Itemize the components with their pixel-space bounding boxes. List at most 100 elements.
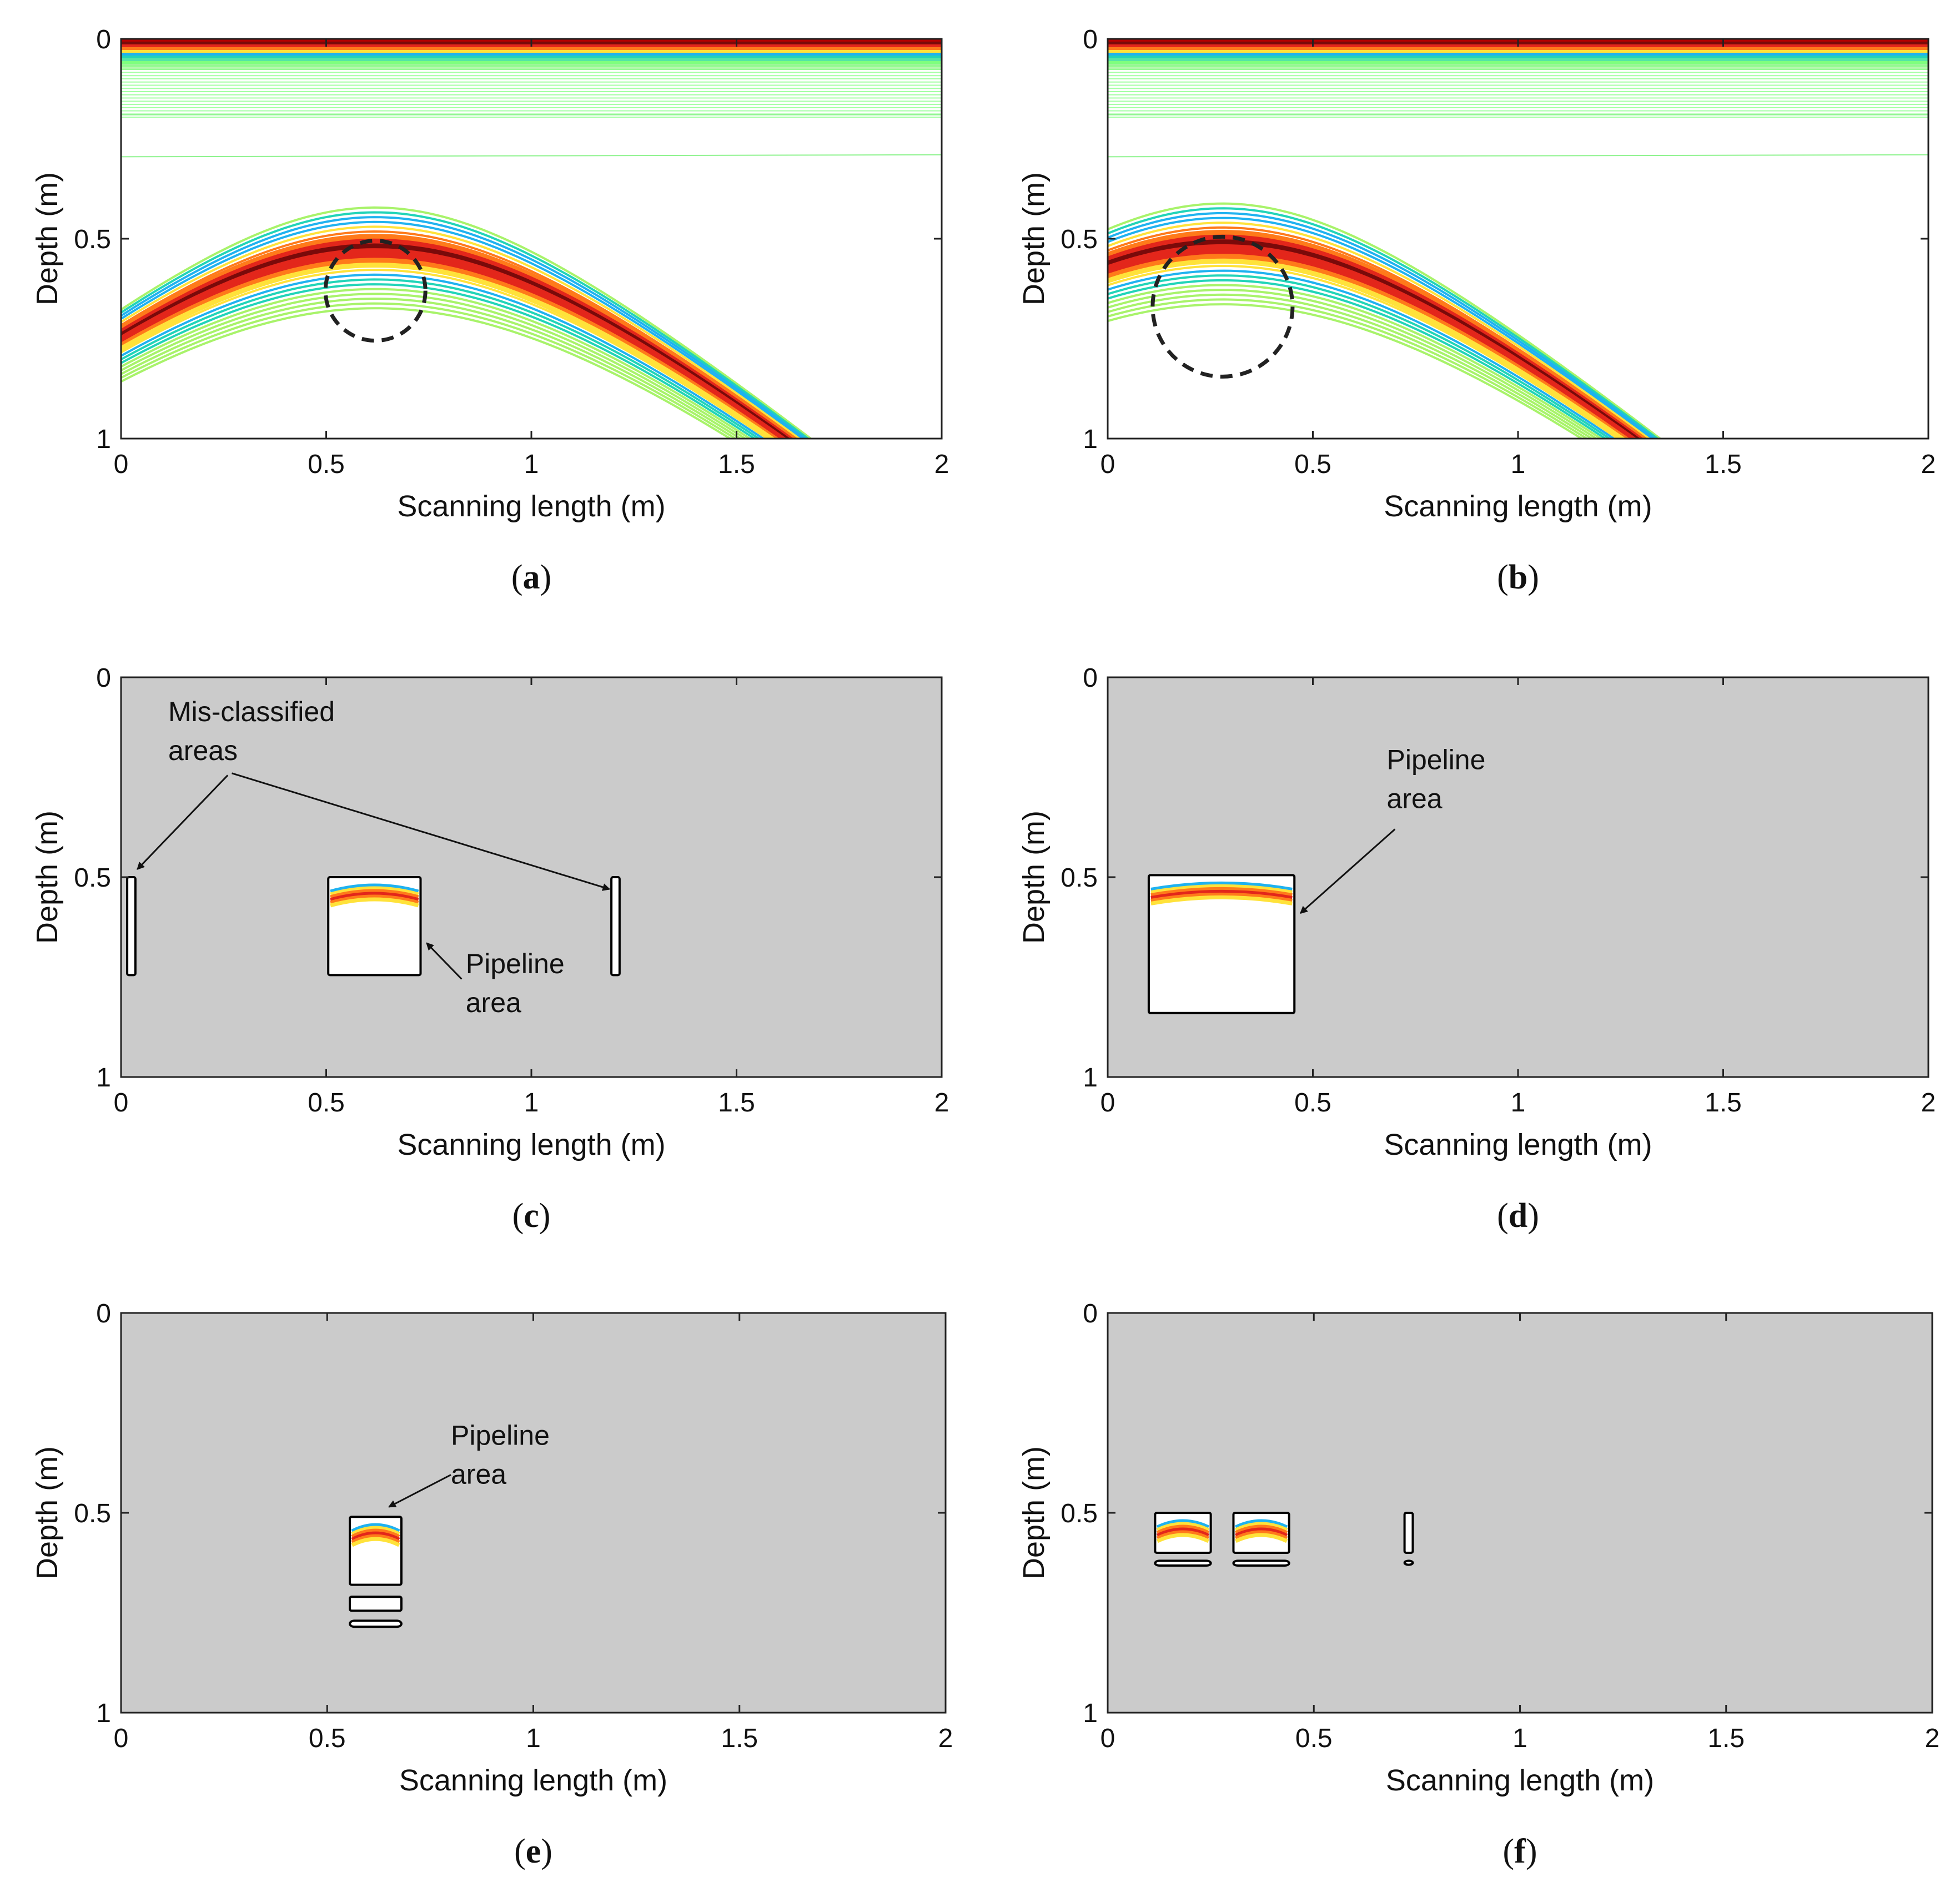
hyperbola-contour — [1108, 212, 1657, 439]
y-tick-label: 1 — [1083, 1699, 1098, 1728]
x-tick-label: 1 — [1511, 450, 1526, 479]
hyperbola-contour — [121, 234, 797, 439]
hyperbola-contour — [1108, 298, 1589, 439]
hyperbola-contour — [1108, 258, 1626, 439]
x-axis-label: Scanning length (m) — [397, 490, 665, 523]
reflection-contour — [1150, 895, 1293, 905]
x-axis-label: Scanning length (m) — [1384, 490, 1652, 523]
surface-band — [1108, 50, 1928, 53]
reflection-contour — [351, 1537, 400, 1547]
reflection-contour — [351, 1531, 400, 1542]
annotation-text: Pipeline — [466, 948, 565, 979]
x-tick-label: 0.5 — [308, 450, 345, 479]
hyperbola-contour — [121, 262, 776, 439]
reflection-contour — [1150, 884, 1293, 894]
reflection-contour — [1150, 887, 1293, 897]
reflection-contour — [351, 1523, 400, 1533]
pipeline-area-box — [1147, 874, 1296, 1014]
hyperbola-contour — [121, 248, 787, 439]
x-axis-label: Scanning length (m) — [399, 1764, 667, 1797]
x-tick-label: 0 — [114, 1724, 129, 1753]
hyperbola — [121, 206, 813, 439]
x-tick-label: 0.5 — [1294, 1088, 1331, 1118]
x-tick-label: 1 — [1511, 1088, 1526, 1118]
hyperbola-contour — [1108, 269, 1616, 439]
classified-box — [1403, 1559, 1414, 1566]
hyperbola-contour — [1108, 279, 1607, 439]
x-tick-label: 1.5 — [1705, 450, 1742, 479]
hyperbola-contour — [1108, 265, 1620, 439]
reflection-contour — [1234, 1522, 1288, 1532]
surface-band — [121, 53, 942, 56]
pipe-reflection — [330, 883, 419, 908]
pipe-outline — [1150, 234, 1295, 379]
hyperbola-contour — [1108, 222, 1651, 439]
hyperbola-contour — [121, 273, 766, 439]
surface-band — [1108, 67, 1928, 70]
reflection-contour — [330, 897, 419, 908]
plot-area — [121, 39, 942, 439]
annotation-text: Mis-classified — [168, 696, 335, 727]
hyperbola-contour — [121, 288, 752, 439]
hyperbola-contour — [121, 269, 770, 439]
surface-reflection — [121, 39, 942, 158]
hyperbola-contour — [121, 220, 805, 439]
classified-box — [1232, 1559, 1290, 1567]
hyperbola-contour — [121, 211, 810, 439]
x-tick-label: 0 — [1100, 1724, 1115, 1753]
hyperbola-contour — [1108, 293, 1594, 439]
reflection-contour — [1156, 1533, 1210, 1543]
y-tick-label: 0.5 — [1061, 1499, 1098, 1528]
y-tick-label: 0 — [96, 663, 111, 693]
x-axis-label: Scanning length (m) — [1386, 1764, 1654, 1797]
annotation-text: area — [451, 1459, 506, 1490]
hyperbola-contour — [121, 206, 813, 439]
x-axis-label: Scanning length (m) — [1384, 1128, 1652, 1161]
annotation-arrow — [232, 772, 611, 891]
y-axis-label: Depth (m) — [1017, 811, 1051, 944]
hyperbola-contour — [1108, 239, 1641, 439]
pipe-reflection — [1150, 881, 1293, 905]
reflection-contour — [351, 1528, 400, 1539]
x-tick-label: 1.5 — [1707, 1724, 1745, 1753]
x-tick-label: 1.5 — [721, 1724, 758, 1753]
x-tick-label: 0 — [114, 1088, 129, 1118]
y-tick-label: 0 — [96, 1299, 111, 1329]
surface-band — [1108, 53, 1928, 56]
classified-box — [610, 876, 621, 977]
pipe-reflection — [351, 1523, 400, 1547]
annotation-arrow — [426, 942, 463, 980]
panel-c: 0 0.5 1 1.5 2 0 0.5 1 Scanning length (m) Depth (… — [31, 663, 949, 1235]
x-tick-label: 2 — [934, 1088, 949, 1118]
x-tick-label: 2 — [1925, 1724, 1940, 1753]
y-axis-label: Depth (m) — [1017, 172, 1051, 305]
x-tick-label: 1.5 — [718, 1088, 755, 1118]
y-tick-label: 0.5 — [1061, 863, 1098, 893]
y-tick-label: 1 — [96, 1699, 111, 1728]
y-axis-label: Depth (m) — [31, 811, 64, 944]
x-tick-label: 0 — [1100, 450, 1115, 479]
plot-background — [121, 1313, 946, 1713]
surface-band — [1108, 58, 1928, 62]
surface-band — [1108, 56, 1928, 59]
hyperbola-contour — [121, 230, 798, 439]
hyperbola-contour — [121, 225, 801, 439]
annotation-arrow — [388, 1474, 451, 1508]
hyperbola-contour — [121, 258, 780, 439]
x-tick-label: 2 — [934, 450, 949, 479]
annotation: Pipeline area — [1299, 744, 1485, 914]
surface-band — [121, 58, 942, 62]
annotation: Mis-classified areas — [137, 696, 611, 891]
surface-contour — [121, 154, 942, 158]
x-axis-label: Scanning length (m) — [397, 1128, 665, 1161]
hyperbola-contour — [1108, 274, 1612, 439]
panel-caption: (b) — [1497, 558, 1539, 596]
x-tick-label: 2 — [1921, 1088, 1936, 1118]
y-axis-label: Depth (m) — [1017, 1446, 1051, 1579]
pipe-reflection — [1156, 1519, 1210, 1543]
hyperbola-contour — [121, 278, 761, 439]
hyperbola-contour — [121, 293, 747, 439]
reflection-contour — [351, 1534, 400, 1544]
y-tick-label: 0 — [1083, 663, 1098, 693]
